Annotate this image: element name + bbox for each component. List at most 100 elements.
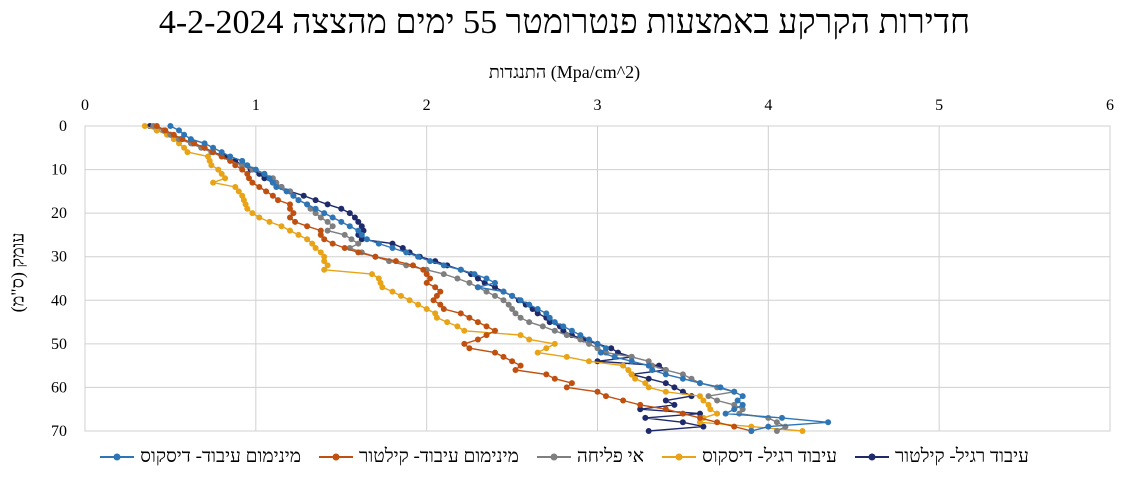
data-point	[355, 240, 362, 247]
data-point	[461, 327, 468, 334]
y-tick-label: 60	[51, 379, 67, 396]
data-point	[628, 358, 635, 365]
data-point	[586, 336, 592, 343]
data-point	[679, 419, 686, 426]
data-point	[697, 419, 703, 426]
data-point	[466, 314, 473, 321]
data-point	[232, 162, 239, 169]
data-point	[300, 192, 307, 199]
data-point	[586, 358, 592, 365]
legend-item: עיבוד רגיל- קילטור	[854, 446, 1029, 468]
data-point	[433, 292, 440, 299]
data-point	[779, 414, 785, 421]
data-point	[210, 149, 217, 156]
data-point	[517, 297, 524, 304]
x-tick-label: 1	[252, 97, 260, 114]
y-tick-label: 30	[51, 249, 67, 266]
data-point	[341, 245, 348, 251]
data-point	[700, 423, 707, 430]
legend-item: מינימום עיבוד- דיסקוס	[100, 446, 301, 468]
data-point	[292, 218, 299, 225]
data-point	[563, 384, 570, 391]
data-point	[688, 393, 695, 400]
data-point	[430, 297, 437, 304]
data-point	[594, 388, 601, 395]
data-point	[731, 388, 738, 395]
data-point	[739, 393, 746, 400]
data-point	[568, 380, 575, 387]
data-point	[269, 179, 276, 186]
data-point	[423, 306, 430, 312]
data-point	[338, 218, 345, 225]
data-point	[563, 332, 570, 339]
data-point	[392, 258, 399, 265]
data-point	[420, 266, 427, 273]
data-point	[312, 205, 319, 212]
data-point	[714, 397, 721, 404]
data-point	[275, 197, 281, 204]
data-point	[546, 314, 553, 321]
y-tick-label: 50	[51, 336, 67, 353]
data-point	[799, 428, 806, 434]
legend-swatch-marker	[113, 453, 121, 461]
data-point	[534, 310, 541, 317]
legend-swatch-marker	[550, 453, 558, 461]
data-point	[218, 149, 225, 156]
data-point	[474, 275, 481, 282]
data-point	[700, 397, 707, 404]
data-point	[642, 380, 649, 387]
data-point	[649, 367, 656, 373]
data-point	[628, 353, 635, 360]
data-point	[287, 201, 293, 208]
data-point	[433, 314, 440, 321]
data-point	[551, 319, 558, 326]
series-4	[167, 123, 832, 434]
data-point	[717, 384, 724, 391]
data-point	[543, 371, 550, 378]
data-point	[406, 297, 413, 304]
data-point	[645, 358, 652, 365]
data-point	[317, 227, 324, 234]
data-point	[201, 140, 208, 147]
series-line	[170, 125, 829, 432]
data-point	[645, 362, 652, 369]
chart-title: חדירות הקרקע באמצעות פנטרומטר 55 ימים מה…	[158, 4, 971, 41]
data-point	[662, 367, 669, 373]
data-point	[369, 271, 375, 278]
data-point	[427, 258, 434, 265]
data-point	[372, 253, 379, 260]
data-point	[594, 345, 601, 352]
data-point	[512, 367, 519, 373]
data-point	[176, 127, 182, 134]
data-point	[586, 340, 592, 347]
data-point	[697, 393, 703, 400]
data-point	[324, 227, 331, 234]
data-point	[437, 301, 444, 308]
data-point	[526, 301, 533, 308]
data-point	[355, 227, 362, 234]
data-point	[551, 375, 558, 382]
data-point	[492, 279, 498, 286]
data-point	[454, 323, 461, 330]
data-point	[560, 327, 567, 334]
legend-swatch	[854, 453, 889, 461]
data-point	[346, 210, 353, 217]
data-point	[379, 284, 386, 291]
data-point	[162, 127, 169, 134]
series-0	[146, 123, 707, 434]
data-point	[492, 284, 498, 291]
data-point	[287, 227, 293, 234]
data-point	[440, 306, 447, 312]
legend-swatch	[536, 453, 571, 461]
data-point	[466, 345, 473, 352]
data-point	[466, 279, 473, 286]
data-point	[492, 349, 498, 356]
data-point	[500, 288, 507, 295]
data-point	[597, 349, 604, 356]
data-point	[358, 236, 365, 243]
data-point	[176, 140, 182, 147]
data-point	[461, 340, 468, 347]
data-point	[321, 253, 328, 260]
data-point	[457, 310, 464, 317]
data-point	[329, 223, 336, 230]
